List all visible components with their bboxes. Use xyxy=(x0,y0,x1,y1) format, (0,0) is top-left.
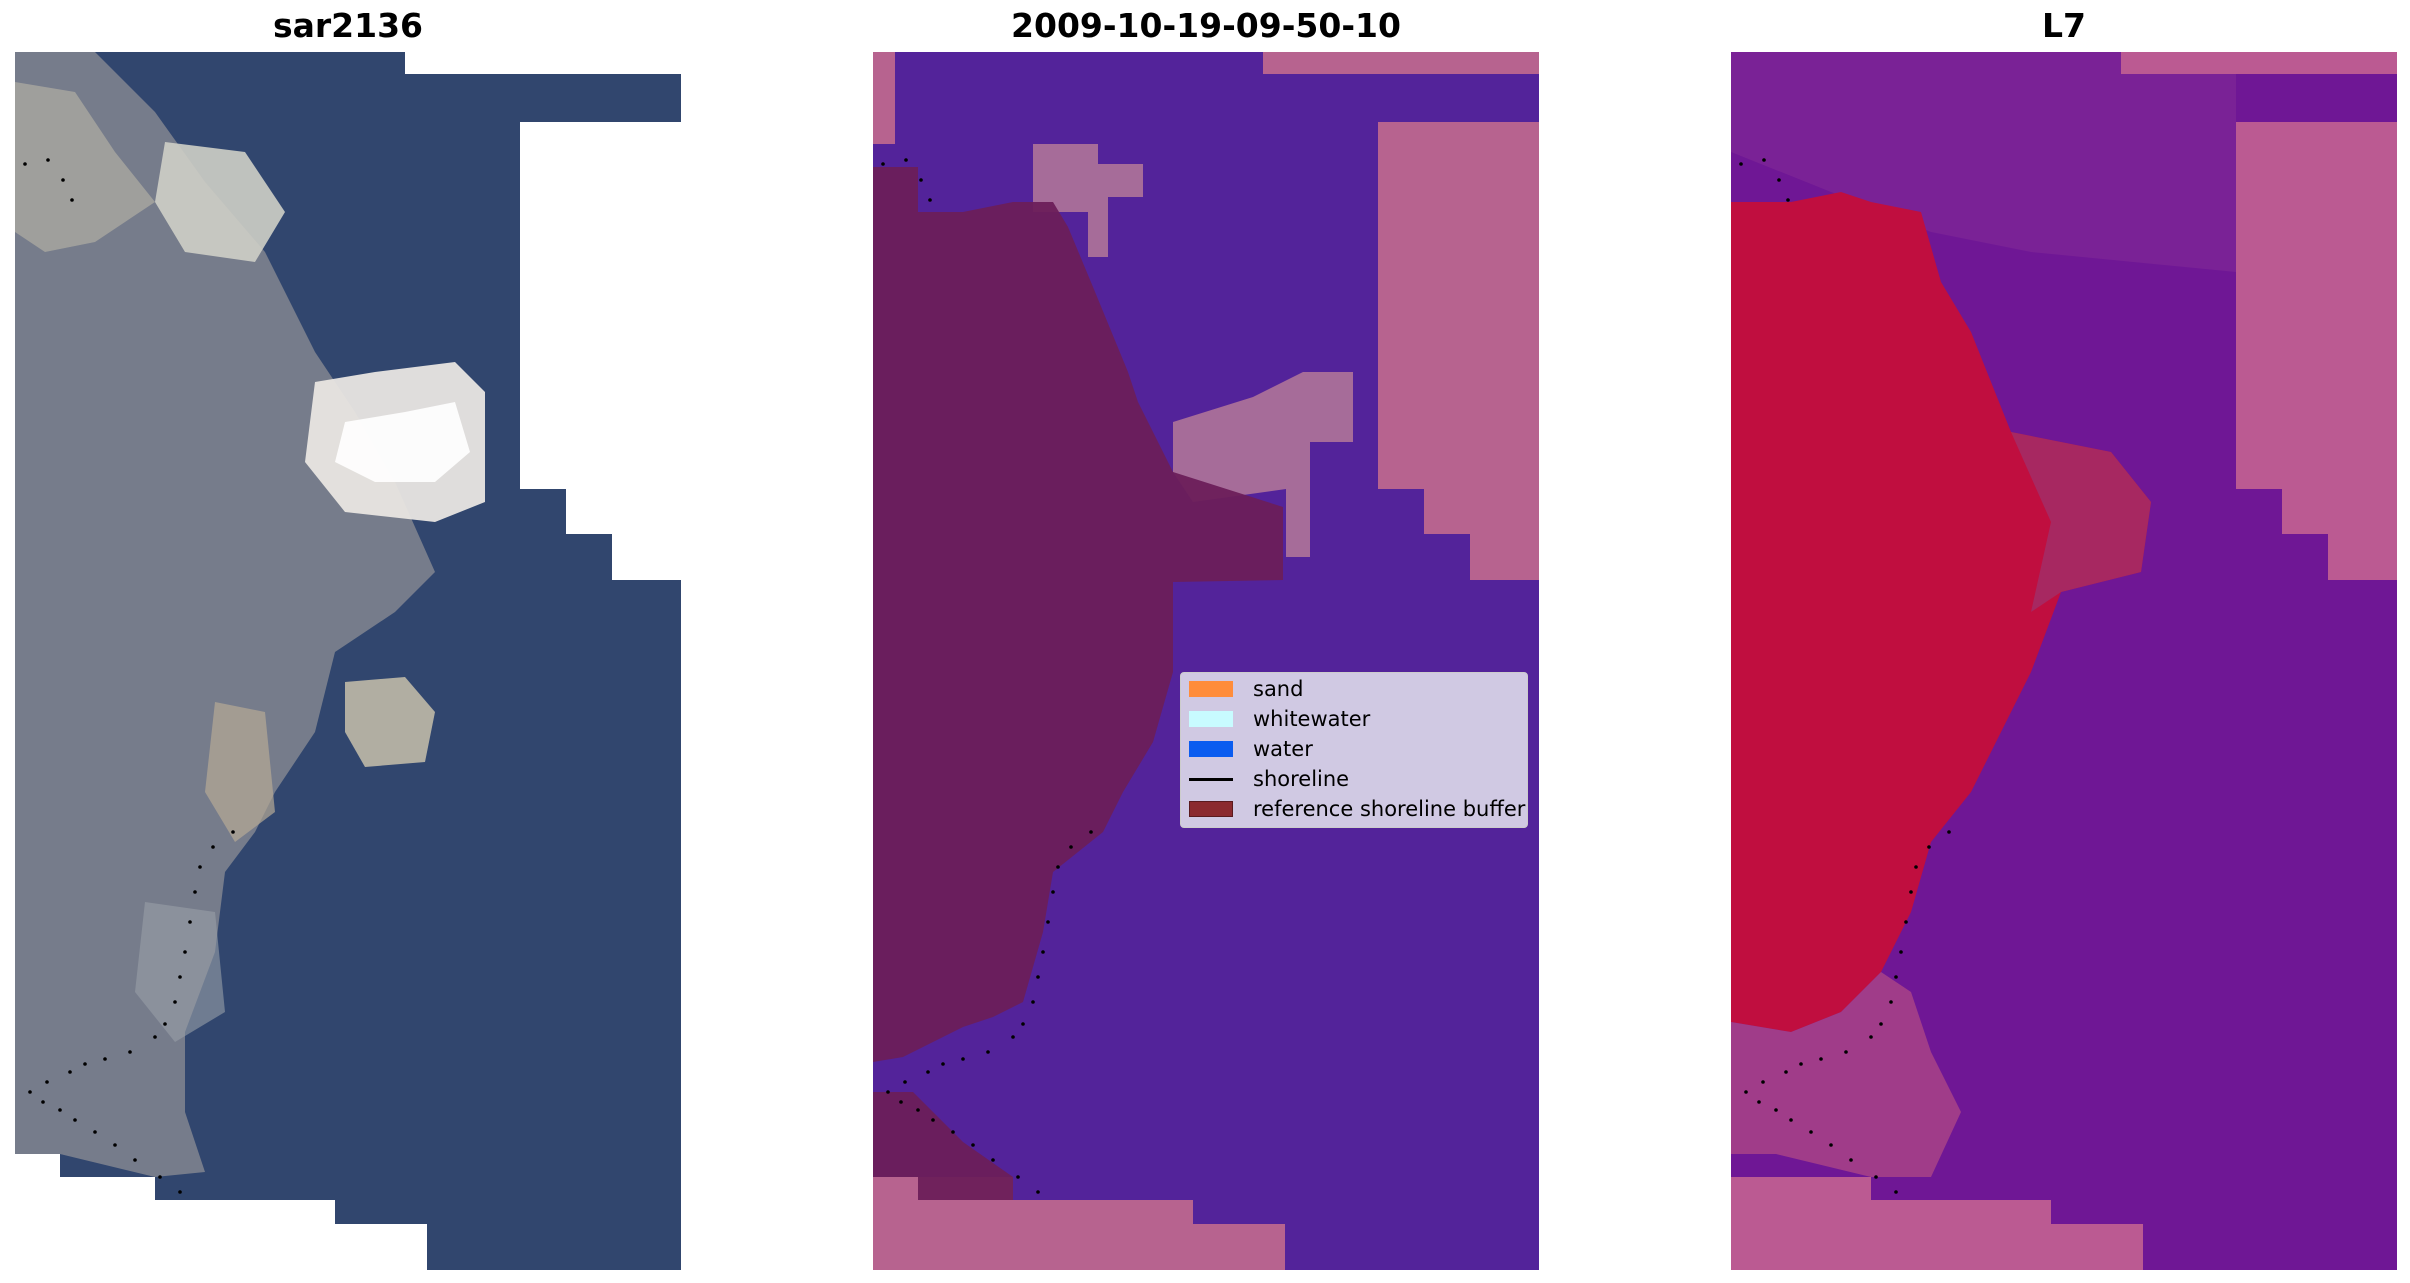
legend-label-whitewater: whitewater xyxy=(1253,707,1371,731)
whitewater-swatch xyxy=(1189,711,1233,727)
shoreline-line-icon xyxy=(1189,777,1233,781)
legend-item-reference-buffer: reference shoreline buffer xyxy=(1189,797,1526,821)
panel-title-classification: 2009-10-19-09-50-10 xyxy=(1011,6,1401,45)
legend-label-water: water xyxy=(1253,737,1313,761)
sand-swatch xyxy=(1189,681,1233,697)
l7-image xyxy=(1731,52,2397,1270)
shoreline-dots-l7 xyxy=(1739,158,1951,1194)
legend-label-sand: sand xyxy=(1253,677,1304,701)
legend: sand whitewater water shoreline referenc… xyxy=(1180,672,1528,828)
legend-label-shoreline: shoreline xyxy=(1253,767,1350,791)
legend-item-water: water xyxy=(1189,737,1313,761)
rgb-image-panel xyxy=(15,52,681,1270)
panel-title-l7: L7 xyxy=(2042,6,2086,45)
panel-title-rgb: sar2136 xyxy=(272,6,424,45)
classification-image xyxy=(873,52,1539,1270)
water-swatch xyxy=(1189,741,1233,757)
shoreline-dots-rgb xyxy=(23,158,235,1194)
classification-panel xyxy=(873,52,1539,1270)
legend-item-whitewater: whitewater xyxy=(1189,707,1371,731)
legend-item-sand: sand xyxy=(1189,677,1304,701)
legend-item-shoreline: shoreline xyxy=(1189,767,1350,791)
shoreline-dots-classification xyxy=(881,158,1093,1194)
l7-panel xyxy=(1731,52,2397,1270)
reference-buffer-swatch xyxy=(1189,801,1233,817)
legend-label-reference-buffer: reference shoreline buffer xyxy=(1253,797,1526,821)
rgb-image xyxy=(15,52,681,1270)
